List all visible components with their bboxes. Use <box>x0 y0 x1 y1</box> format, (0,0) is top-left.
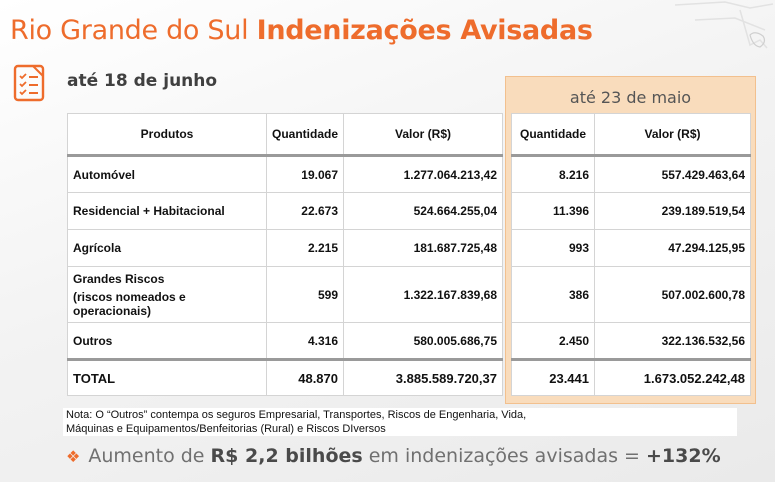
table-row: Automóvel 19.067 1.277.064.213,42 <box>67 155 503 193</box>
product-name: Agrícola <box>67 229 267 267</box>
table-row: Residencial + Habitacional 22.673 524.66… <box>67 192 503 230</box>
product-name: Grandes Riscos <box>73 271 165 286</box>
total-row: 23.441 1.673.052.242,48 <box>511 359 751 396</box>
footnote: Nota: O “Outros” contempa os seguros Emp… <box>63 408 737 436</box>
quantity-cell: 2.450 <box>511 322 595 360</box>
title-bold: Indenizações Avisadas <box>256 15 593 46</box>
summary-percent: +132% <box>646 445 721 467</box>
quantity-cell: 19.067 <box>266 155 344 193</box>
may-indemnities-table: Quantidade Valor (R$) 8.216 557.429.463,… <box>511 113 751 396</box>
column-header-quantity: Quantidade <box>511 113 595 157</box>
quantity-cell: 8.216 <box>511 155 595 193</box>
footnote-line: Nota: O “Outros” contempa os seguros Emp… <box>66 409 527 421</box>
summary-prefix: Aumento de <box>88 445 205 467</box>
summary-amount: R$ 2,2 bilhões <box>210 445 363 467</box>
table-row: 386 507.002.600,78 <box>511 266 751 323</box>
quantity-cell: 22.673 <box>266 192 344 230</box>
product-name-detail: (riscos nomeados e operacionais) <box>73 289 186 318</box>
summary-line: ❖ Aumento de R$ 2,2 bilhões em indenizaçõ… <box>66 445 721 467</box>
total-quantity: 23.441 <box>511 359 595 396</box>
value-cell: 557.429.463,64 <box>594 155 751 193</box>
column-header-value: Valor (R$) <box>343 113 503 157</box>
value-cell: 1.277.064.213,42 <box>343 155 503 193</box>
product-name: Outros <box>67 322 267 360</box>
table-row: Outros 4.316 580.005.686,75 <box>67 322 503 360</box>
table-row: 2.450 322.136.532,56 <box>511 322 751 360</box>
table-row: 8.216 557.429.463,64 <box>511 155 751 193</box>
total-quantity: 48.870 <box>266 359 344 396</box>
product-name-multiline: Grandes Riscos (riscos nomeados e operac… <box>67 266 267 323</box>
subtitle-june: até 18 de junho <box>67 71 218 91</box>
value-cell: 1.322.167.839,68 <box>343 266 503 323</box>
page-title: Rio Grande do Sul Indenizações Avisadas <box>10 15 593 46</box>
quantity-cell: 4.316 <box>266 322 344 360</box>
value-cell: 181.687.725,48 <box>343 229 503 267</box>
footnote-line: Máquinas e Equipamentos/Benfeitorias (Ru… <box>66 423 386 435</box>
value-cell: 580.005.686,75 <box>343 322 503 360</box>
quantity-cell: 599 <box>266 266 344 323</box>
diamond-bullet-icon: ❖ <box>66 447 81 466</box>
table-row: Grandes Riscos (riscos nomeados e operac… <box>67 266 503 323</box>
product-name: Automóvel <box>67 155 267 193</box>
value-cell: 322.136.532,56 <box>594 322 751 360</box>
quantity-cell: 993 <box>511 229 595 267</box>
total-value: 1.673.052.242,48 <box>594 359 751 396</box>
title-regular: Rio Grande do Sul <box>10 15 249 46</box>
value-cell: 507.002.600,78 <box>594 266 751 323</box>
column-header-quantity: Quantidade <box>266 113 344 157</box>
checklist-document-icon <box>13 64 45 102</box>
quantity-cell: 2.215 <box>266 229 344 267</box>
summary-middle: em indenizações avisadas = <box>368 445 640 467</box>
total-row: TOTAL 48.870 3.885.589.720,37 <box>67 359 503 396</box>
column-header-products: Produtos <box>67 113 267 157</box>
total-label: TOTAL <box>67 359 267 396</box>
value-cell: 524.664.255,04 <box>343 192 503 230</box>
column-header-value: Valor (R$) <box>594 113 751 157</box>
table-row: 993 47.294.125,95 <box>511 229 751 267</box>
decorative-map-outline <box>674 1 774 49</box>
table-row: 11.396 239.189.519,54 <box>511 192 751 230</box>
may-panel-label: até 23 de maio <box>569 88 692 107</box>
value-cell: 47.294.125,95 <box>594 229 751 267</box>
june-indemnities-table: Produtos Quantidade Valor (R$) Automóvel… <box>67 113 503 396</box>
value-cell: 239.189.519,54 <box>594 192 751 230</box>
quantity-cell: 386 <box>511 266 595 323</box>
total-value: 3.885.589.720,37 <box>343 359 503 396</box>
product-name: Residencial + Habitacional <box>67 192 267 230</box>
table-row: Agrícola 2.215 181.687.725,48 <box>67 229 503 267</box>
quantity-cell: 11.396 <box>511 192 595 230</box>
